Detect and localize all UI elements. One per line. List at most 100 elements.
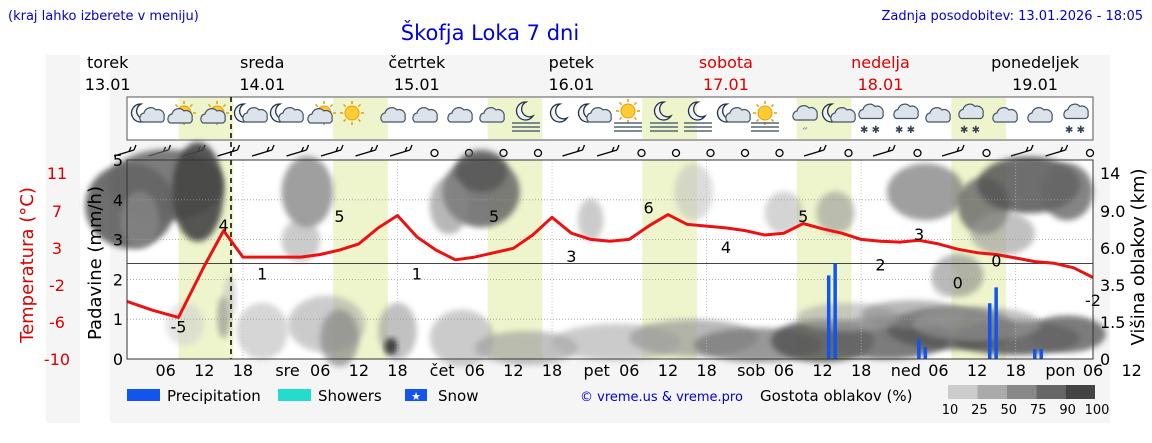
x-hour-tick: 12 xyxy=(812,361,832,380)
day-name: petek xyxy=(549,53,595,72)
density-tick: 90 xyxy=(1059,403,1076,418)
wind-calm-icon xyxy=(637,148,646,158)
x-hour-tick: 12 xyxy=(503,361,523,380)
cloud-icon xyxy=(893,103,919,120)
temperature-value-label: 0 xyxy=(991,251,1001,270)
precipitation-axis-label: Padavine (mm/h) xyxy=(85,186,106,340)
cloud-height-tick: 1.5 xyxy=(1100,313,1125,332)
cloud-blob xyxy=(429,177,469,235)
x-hour-tick: 06 xyxy=(310,361,330,380)
moon-icon xyxy=(687,101,707,121)
cloud-blob xyxy=(120,191,160,249)
day-date: 19.01 xyxy=(1012,75,1058,94)
x-hour-tick: 18 xyxy=(387,361,407,380)
cloud-blob xyxy=(281,156,334,228)
moon-icon xyxy=(549,103,569,123)
wind-calm-icon xyxy=(775,148,784,158)
cloud-blob xyxy=(932,268,958,297)
precip-bar xyxy=(923,347,928,359)
x-hour-tick: 06 xyxy=(1083,361,1103,380)
cloud-blob xyxy=(1041,163,1093,221)
day-date: 18.01 xyxy=(858,75,904,94)
cloud-icon xyxy=(1027,107,1053,123)
x-hour-tick: 12 xyxy=(967,361,987,380)
x-hour-tick: 18 xyxy=(851,361,871,380)
temperature-tick: 3 xyxy=(52,239,62,258)
x-day-tick: ned xyxy=(891,361,921,380)
daylight-band-top xyxy=(333,98,388,139)
weather-icon-strip: ״ ✱ ✱ ✱ ✱ ✱ ✱ ✱ ✱ xyxy=(126,96,1094,141)
x-hour-tick: 18 xyxy=(696,361,716,380)
cloud-height-tick: 14 xyxy=(1100,164,1120,183)
cloud-density-field xyxy=(85,142,1106,367)
temperature-value-label: 0 xyxy=(953,273,963,292)
day-name: četrtek xyxy=(388,53,446,72)
density-swatch xyxy=(948,385,978,399)
wind-strip xyxy=(113,144,1095,158)
rain-icon: ״ xyxy=(802,125,808,136)
temperature-tick: -10 xyxy=(44,350,70,369)
wind-calm-icon xyxy=(533,148,543,158)
cloud-icon xyxy=(925,107,951,123)
moon-icon xyxy=(515,101,535,121)
cloud-icon xyxy=(412,107,438,123)
x-hour-tick: 06 xyxy=(774,361,794,380)
x-day-tick: sre xyxy=(275,361,299,380)
legend: Precipitation Showers ★ Snow © vreme.us … xyxy=(127,385,1109,418)
cloud-icon xyxy=(479,107,505,123)
precipitation-bars xyxy=(826,263,1043,359)
legend-showers-swatch xyxy=(278,389,311,401)
fog-icon xyxy=(650,122,678,132)
day-name: sreda xyxy=(240,53,284,72)
precip-tick: 3 xyxy=(113,231,123,250)
wind-calm-icon xyxy=(1085,148,1095,158)
temperature-value-label: 5 xyxy=(489,207,499,226)
snow-icon: ✱ ✱ xyxy=(895,125,915,136)
wind-calm-icon xyxy=(982,148,991,158)
svg-text:✱ ✱: ✱ ✱ xyxy=(895,125,915,136)
day-name: ponedeljek xyxy=(991,53,1080,72)
precip-tick: 1 xyxy=(113,310,123,329)
wind-calm-icon xyxy=(671,148,681,158)
day-date: 13.01 xyxy=(85,75,131,94)
wind-barb-icon xyxy=(803,144,827,157)
cloud-height-axis: 0 1.5 3.5 6.0 9.0 14 xyxy=(1100,164,1125,369)
x-hour-tick: 06 xyxy=(155,361,175,380)
cloud-blob xyxy=(816,191,855,235)
legend-showers-label: Showers xyxy=(318,387,382,405)
x-hour-tick: 18 xyxy=(542,361,562,380)
precipitation-axis: 0 1 2 3 4 5 xyxy=(113,151,123,369)
density-swatch xyxy=(1065,385,1095,399)
wind-barb-icon xyxy=(1045,144,1069,157)
svg-text:✱ ✱: ✱ ✱ xyxy=(1065,125,1085,136)
wind-barb-icon xyxy=(251,144,275,157)
credit-link[interactable]: © vreme.us & vreme.pro xyxy=(580,390,743,405)
legend-snow-swatch xyxy=(405,389,427,401)
cloud-icon xyxy=(139,107,165,123)
cloud-blob xyxy=(970,212,1036,255)
cloud-blob xyxy=(577,198,604,242)
precip-tick: 5 xyxy=(113,151,123,170)
moon-icon xyxy=(653,101,673,121)
cloud-icon xyxy=(307,108,333,124)
cloud-height-tick: 9.0 xyxy=(1100,202,1125,221)
city-menu-hint[interactable]: (kraj lahko izberete v meniju) xyxy=(8,9,199,24)
sun-icon xyxy=(753,101,777,125)
cloud-icon xyxy=(992,107,1018,123)
temperature-value-label: 4 xyxy=(219,216,229,235)
cloud-blob xyxy=(223,274,237,318)
temperature-axis: 11 7 3 -2 -6 -10 xyxy=(44,164,70,369)
temperature-value-label: 5 xyxy=(798,207,808,226)
density-swatch xyxy=(977,385,1007,399)
x-day-tick: pon xyxy=(1045,361,1075,380)
temperature-value-label: 2 xyxy=(875,256,885,275)
legend-precip-label: Precipitation xyxy=(167,387,261,405)
temperature-value-label: 1 xyxy=(257,265,267,284)
wind-barb-icon xyxy=(941,144,965,157)
svg-text:✱ ✱: ✱ ✱ xyxy=(860,125,880,136)
snow-star-icon: ★ xyxy=(411,390,421,403)
wind-barb-icon xyxy=(872,144,896,157)
precip-bar xyxy=(917,339,921,359)
cloud-blob xyxy=(474,330,578,365)
temperature-axis-label: Temperatura (°C) xyxy=(17,187,38,344)
